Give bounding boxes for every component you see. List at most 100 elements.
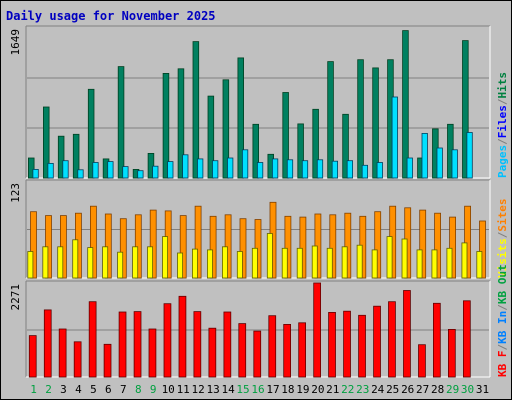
- bar-kb-f: [73, 341, 82, 378]
- bar-sites: [419, 209, 427, 279]
- bar-hits: [462, 40, 469, 179]
- bar-visits: [311, 245, 318, 279]
- bar-visits: [431, 249, 438, 279]
- bar-sites: [90, 205, 97, 279]
- bar-hits: [87, 88, 95, 179]
- bar-hits: [207, 95, 215, 179]
- x-tick-label: 24: [371, 383, 385, 396]
- bar-pages: [227, 157, 234, 179]
- bar-hits: [177, 68, 185, 179]
- bar-sites: [344, 212, 352, 279]
- bar-sites: [299, 216, 307, 279]
- bar-kb-f: [253, 330, 262, 378]
- bar-visits: [236, 251, 243, 279]
- bar-visits: [341, 246, 348, 279]
- legend-entry: KB F: [496, 351, 509, 378]
- legend-entry: Visits: [496, 238, 509, 278]
- bar-visits: [251, 247, 258, 279]
- x-tick-label: 30: [461, 383, 474, 396]
- legend-entry: KB Out: [496, 264, 509, 304]
- bar-hits: [237, 57, 244, 179]
- bar-hits: [162, 73, 170, 179]
- legend-separator: /: [496, 98, 509, 105]
- bar-hits: [312, 108, 319, 179]
- x-tick-label: 23: [356, 383, 369, 396]
- bar-sites: [194, 205, 202, 279]
- bar-kb-f: [373, 305, 381, 378]
- bar-kb-f: [148, 328, 157, 378]
- bar-visits: [296, 247, 303, 279]
- bar-pages: [62, 160, 69, 179]
- bar-sites: [209, 215, 217, 279]
- y-max-label: 1649: [9, 29, 22, 56]
- bar-visits: [356, 244, 363, 279]
- x-tick-label: 29: [446, 383, 459, 396]
- bar-pages: [212, 160, 219, 179]
- bar-kb-f: [358, 314, 366, 378]
- bar-hits: [372, 67, 379, 179]
- bar-kb-f: [208, 327, 217, 378]
- bar-pages: [241, 149, 249, 179]
- bar-sites: [179, 215, 187, 279]
- bar-visits: [132, 246, 139, 279]
- bar-visits: [326, 247, 333, 279]
- bar-pages: [406, 157, 413, 179]
- bar-visits: [461, 242, 468, 279]
- bar-hits: [282, 92, 289, 179]
- bar-hits: [357, 59, 364, 179]
- x-tick-label: 20: [311, 383, 324, 396]
- bar-kb-f: [462, 300, 471, 378]
- bar-hits: [117, 66, 125, 179]
- bar-visits: [371, 249, 378, 279]
- legend-entry: KB In: [496, 311, 509, 344]
- x-tick-label: 19: [296, 383, 309, 396]
- x-tick-label: 31: [476, 383, 489, 396]
- bar-visits: [147, 246, 153, 279]
- bar-pages: [286, 159, 294, 179]
- bar-visits: [117, 251, 124, 279]
- bar-kb-f: [103, 343, 112, 378]
- x-tick-label: 27: [416, 383, 429, 396]
- bar-visits: [401, 238, 408, 279]
- bar-kb-f: [343, 310, 351, 378]
- bar-visits: [386, 236, 393, 279]
- bar-sites: [374, 211, 382, 279]
- bar-hits: [192, 41, 200, 179]
- bar-visits: [476, 251, 483, 279]
- x-tick-label: 28: [431, 383, 444, 396]
- x-tick-label: 11: [177, 383, 190, 396]
- legend: Visits/Sites: [496, 199, 509, 279]
- bar-pages: [421, 132, 428, 179]
- bar-hits: [342, 113, 349, 179]
- bar-pages: [167, 161, 174, 179]
- bar-kb-f: [28, 335, 37, 378]
- x-tick-label: 14: [221, 383, 235, 396]
- bar-sites: [104, 213, 112, 279]
- bar-pages: [271, 158, 279, 179]
- bar-pages: [47, 162, 54, 179]
- x-tick-label: 5: [90, 383, 97, 396]
- x-tick-label: 12: [191, 383, 204, 396]
- bar-visits: [57, 246, 64, 279]
- legend-entry: Sites: [496, 199, 509, 232]
- legend-separator: /: [496, 138, 509, 145]
- bar-sites: [119, 218, 127, 279]
- bar-sites: [479, 220, 486, 279]
- bar-pages: [391, 96, 398, 179]
- x-tick-label: 25: [386, 383, 399, 396]
- bar-visits: [102, 246, 109, 279]
- legend-entry: Hits: [496, 72, 509, 99]
- x-tick-label: 26: [401, 383, 414, 396]
- bar-sites: [449, 216, 457, 279]
- x-tick-label: 8: [135, 383, 142, 396]
- y-max-label: 2271: [9, 284, 22, 311]
- bar-kb-f: [403, 290, 411, 378]
- bar-kb-f: [223, 311, 232, 378]
- x-tick-label: 21: [326, 383, 339, 396]
- bar-kb-f: [238, 323, 247, 378]
- bar-pages: [331, 160, 339, 179]
- bar-kb-f: [88, 301, 97, 378]
- bar-sites: [284, 215, 292, 279]
- x-tick-label: 22: [341, 383, 354, 396]
